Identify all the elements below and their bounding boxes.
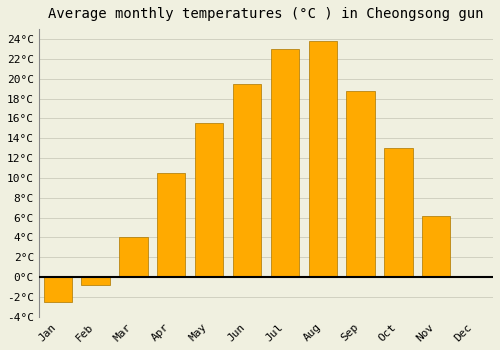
Bar xyxy=(270,49,299,277)
Bar xyxy=(119,237,148,277)
Title: Average monthly temperatures (°C ) in Cheongsong gun: Average monthly temperatures (°C ) in Ch… xyxy=(48,7,484,21)
Bar xyxy=(346,91,375,277)
Bar xyxy=(157,173,186,277)
Bar xyxy=(195,123,224,277)
Bar xyxy=(422,216,450,277)
Bar xyxy=(233,84,261,277)
Bar xyxy=(82,277,110,285)
Bar xyxy=(384,148,412,277)
Bar xyxy=(308,41,337,277)
Bar xyxy=(44,277,72,302)
